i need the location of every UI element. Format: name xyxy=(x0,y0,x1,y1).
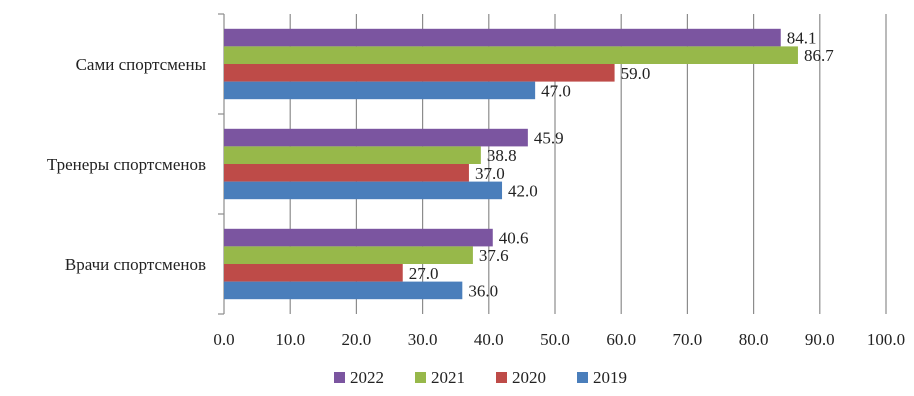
legend-swatch-2019 xyxy=(577,372,588,383)
legend-swatch-2022 xyxy=(334,372,345,383)
legend-label: 2020 xyxy=(512,368,546,387)
data-label: 84.1 xyxy=(787,29,817,48)
bar-2022-1 xyxy=(224,128,528,147)
x-tick-label: 80.0 xyxy=(739,330,769,349)
legend-label: 2019 xyxy=(593,368,627,387)
category-label: Тренеры спортсменов xyxy=(47,155,206,174)
data-label: 38.8 xyxy=(487,146,517,165)
data-label: 47.0 xyxy=(541,81,571,100)
category-label: Сами спортсмены xyxy=(76,55,207,74)
bars xyxy=(224,28,798,300)
bar-2020-2 xyxy=(224,264,403,282)
data-label: 45.9 xyxy=(534,129,564,148)
x-tick-labels: 0.0 10.0 20.0 30.0 40.0 50.0 60.0 70.0 80.0 90.0 1… xyxy=(213,330,905,349)
legend: 2022 2021 2020 2019 xyxy=(334,368,627,387)
x-tick-label: 30.0 xyxy=(408,330,438,349)
x-tick-label: 10.0 xyxy=(275,330,305,349)
x-tick-label: 20.0 xyxy=(342,330,372,349)
data-label: 40.6 xyxy=(499,229,529,248)
bar-2019-2 xyxy=(224,281,463,300)
x-tick-label: 50.0 xyxy=(540,330,570,349)
legend-label: 2021 xyxy=(431,368,465,387)
x-tick-label: 0.0 xyxy=(213,330,234,349)
data-label: 37.0 xyxy=(475,164,505,183)
data-label: 36.0 xyxy=(468,281,498,300)
x-tick-label: 90.0 xyxy=(805,330,835,349)
data-label: 86.7 xyxy=(804,46,834,65)
category-labels: Сами спортсмены Тренеры спортсменов Врачи … xyxy=(47,55,207,274)
data-label: 42.0 xyxy=(508,181,538,200)
bar-2022-2 xyxy=(224,228,493,247)
x-tick-label: 100.0 xyxy=(867,330,905,349)
bar-2019-1 xyxy=(224,181,503,200)
legend-label: 2022 xyxy=(350,368,384,387)
bar-2021-1 xyxy=(224,146,481,164)
legend-swatch-2021 xyxy=(415,372,426,383)
data-label: 27.0 xyxy=(409,264,439,283)
bar-2019-0 xyxy=(224,81,536,100)
legend-swatch-2020 xyxy=(496,372,507,383)
bar-2020-1 xyxy=(224,164,469,182)
x-tick-label: 70.0 xyxy=(673,330,703,349)
value-labels: 84.186.7 59.0 47.0 45.9 38.837.042.0 40.637.6… xyxy=(409,29,834,301)
x-tick-label: 60.0 xyxy=(606,330,636,349)
x-tick-label: 40.0 xyxy=(474,330,504,349)
bar-2021-0 xyxy=(224,46,798,64)
data-label: 59.0 xyxy=(621,64,651,83)
bar-2022-0 xyxy=(224,28,781,47)
data-label: 37.6 xyxy=(479,246,509,265)
category-label: Врачи спортсменов xyxy=(65,255,206,274)
bar-2020-0 xyxy=(224,64,615,82)
bar-2021-2 xyxy=(224,246,473,264)
